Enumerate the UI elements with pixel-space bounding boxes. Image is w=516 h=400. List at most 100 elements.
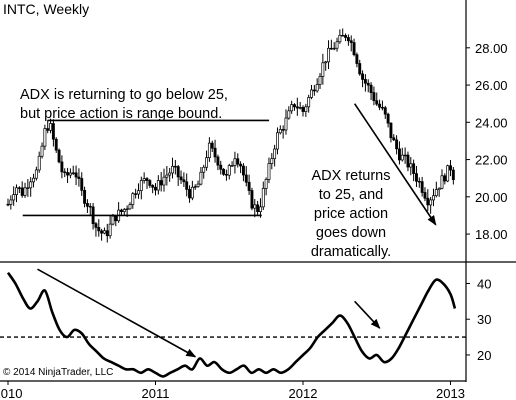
candle-body [12, 194, 16, 201]
candle-body [74, 172, 78, 178]
candle-body [193, 186, 197, 188]
candle-body [409, 163, 413, 168]
candle-body [281, 129, 285, 131]
candle-body [298, 107, 302, 109]
candle-body [432, 195, 435, 201]
candle-body [49, 123, 52, 131]
candle-body [304, 106, 308, 112]
candle-body [120, 209, 123, 212]
candle-body [352, 42, 356, 56]
candle-body [369, 84, 373, 93]
adx-y-tick-label: 20 [477, 348, 491, 363]
candle-body [301, 107, 305, 112]
candle-body [230, 165, 234, 167]
candle-body [392, 137, 396, 141]
candle-body [131, 193, 135, 205]
candle-body [88, 205, 92, 208]
candle-body [68, 172, 72, 176]
candle-body [420, 181, 424, 193]
candle-body [40, 145, 44, 157]
candle-body [375, 100, 379, 105]
candle-body [293, 104, 296, 108]
candle-body [446, 165, 450, 182]
candle-body [426, 197, 430, 206]
candle-body [358, 63, 362, 75]
price-down-arrow [353, 103, 437, 226]
candle-body [386, 113, 390, 124]
candle-body [270, 158, 274, 164]
candle-body [236, 158, 240, 165]
adx-arrow [354, 300, 381, 329]
candle-body [207, 142, 211, 159]
candle-body [83, 189, 87, 204]
candle-body [315, 84, 319, 92]
candle-body [244, 174, 248, 183]
candle-body [34, 169, 38, 179]
candle-body [71, 172, 75, 174]
candle-body [259, 206, 262, 212]
candle-body [434, 189, 438, 197]
candle-body [9, 199, 13, 205]
candle-body [15, 187, 18, 195]
candle-body [139, 180, 143, 191]
candle-body [406, 154, 410, 168]
candle-body [199, 171, 203, 185]
candle-body [185, 181, 189, 190]
candle-body [361, 73, 365, 80]
candle-body [318, 76, 322, 85]
candle-body [154, 186, 157, 191]
candle-body [159, 180, 163, 186]
copyright-footnote: © 2014 NinjaTrader, LLC [3, 367, 114, 378]
candle-body [437, 187, 441, 191]
price-y-tick-label: 24.00 [475, 115, 508, 130]
candle-body [395, 139, 399, 150]
candle-body [250, 190, 254, 209]
candle-body [102, 230, 106, 234]
price-annotation-lines [22, 103, 437, 226]
candle-body [182, 179, 186, 183]
candle-body [128, 204, 132, 210]
candle-body [148, 180, 152, 186]
candle-body [307, 97, 311, 108]
candle-body [168, 172, 172, 176]
candle-body [380, 106, 384, 109]
candle-body [114, 215, 118, 222]
candle-body [247, 181, 251, 191]
candle-body [105, 230, 109, 237]
candle-body [335, 41, 339, 49]
price-y-tick-label: 18.00 [475, 227, 508, 242]
candle-body [80, 178, 84, 191]
candle-body [6, 203, 10, 206]
candle-body [440, 175, 444, 189]
candle-body [312, 89, 316, 92]
candle-body [310, 89, 313, 98]
candle-body [63, 171, 67, 174]
candle-body [142, 178, 146, 181]
adx-panel [0, 268, 466, 378]
candle-body [125, 208, 129, 210]
candle-body [346, 37, 350, 42]
candle-body [253, 204, 257, 209]
chart-frame [0, 0, 516, 382]
candle-body [366, 82, 370, 86]
candle-body [151, 185, 155, 188]
annotation-line: ADX is returning to go below 25, [20, 87, 228, 103]
annotation-line: but price action is range bound. [20, 106, 223, 122]
candle-body [222, 168, 226, 175]
candle-body [355, 54, 359, 64]
candle-body [290, 104, 294, 112]
candle-body [400, 154, 404, 161]
candle-body [32, 177, 35, 183]
candle-body [412, 163, 416, 174]
adx-line [6, 271, 457, 378]
candle-body [327, 47, 330, 63]
candle-body [57, 149, 61, 163]
candle-body [210, 142, 214, 149]
annotation-line: goes down [315, 225, 387, 241]
candle-body [66, 172, 70, 176]
candle-body [17, 187, 21, 189]
candle-body [216, 156, 220, 166]
candle-body [29, 181, 33, 189]
candle-body [205, 157, 209, 168]
candle-body [190, 186, 194, 199]
